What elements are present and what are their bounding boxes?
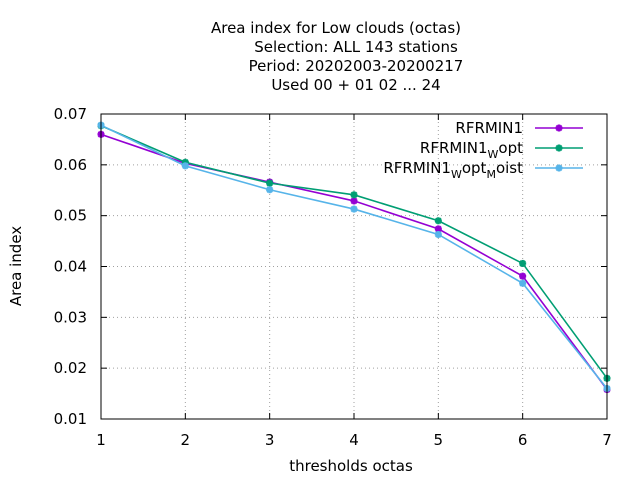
y-tick-label: 0.05 xyxy=(54,207,87,225)
data-point xyxy=(350,197,358,205)
y-axis-label: Area index xyxy=(7,226,25,306)
title-line-2: Selection: ALL 143 stations xyxy=(254,38,458,56)
plot-frame xyxy=(100,113,608,420)
legend-marker xyxy=(555,164,563,172)
legend-label: RFRMIN1 xyxy=(455,119,523,137)
data-point xyxy=(434,230,442,238)
data-point xyxy=(266,186,274,194)
data-point xyxy=(519,259,527,267)
data-point xyxy=(434,217,442,225)
x-tick-label: 1 xyxy=(96,431,106,449)
data-point xyxy=(350,191,358,199)
title-line-3: Period: 20202003-20200217 xyxy=(249,57,464,75)
x-tick-label: 7 xyxy=(602,431,612,449)
legend-marker xyxy=(555,124,563,132)
title-line-1: Area index for Low clouds (octas) xyxy=(211,19,461,37)
x-tick-label: 3 xyxy=(265,431,275,449)
series-line xyxy=(100,124,608,379)
y-tick-label: 0.06 xyxy=(54,156,87,174)
legend-entry-3: RFRMIN1WoptMoist xyxy=(383,159,583,181)
series-line xyxy=(100,133,608,390)
legend-entry-2: RFRMIN1Wopt xyxy=(420,139,583,161)
data-point xyxy=(519,279,527,287)
data-point xyxy=(434,225,442,233)
data-point xyxy=(350,205,358,213)
data-point xyxy=(266,179,274,187)
title-line-4: Used 00 + 01 02 ... 24 xyxy=(271,76,440,94)
x-tick-label: 2 xyxy=(181,431,191,449)
legend-entry-1: RFRMIN1 xyxy=(455,119,583,137)
y-tick-label: 0.07 xyxy=(54,105,87,123)
x-axis-label: thresholds octas xyxy=(289,457,413,475)
y-tick-label: 0.03 xyxy=(54,308,87,326)
legend-label: RFRMIN1WoptMoist xyxy=(383,159,523,181)
chart-title: Area index for Low clouds (octas) Select… xyxy=(211,19,463,94)
data-point xyxy=(519,272,527,280)
y-tick-label: 0.02 xyxy=(54,359,87,377)
y-tick-label: 0.04 xyxy=(54,258,87,276)
legend-marker xyxy=(555,144,563,152)
x-tick-label: 5 xyxy=(434,431,444,449)
x-tick-label: 6 xyxy=(518,431,528,449)
x-tick-label: 4 xyxy=(349,431,359,449)
data-point xyxy=(181,162,189,170)
legend-label: RFRMIN1Wopt xyxy=(420,139,523,161)
y-tick-label: 0.01 xyxy=(54,410,87,428)
